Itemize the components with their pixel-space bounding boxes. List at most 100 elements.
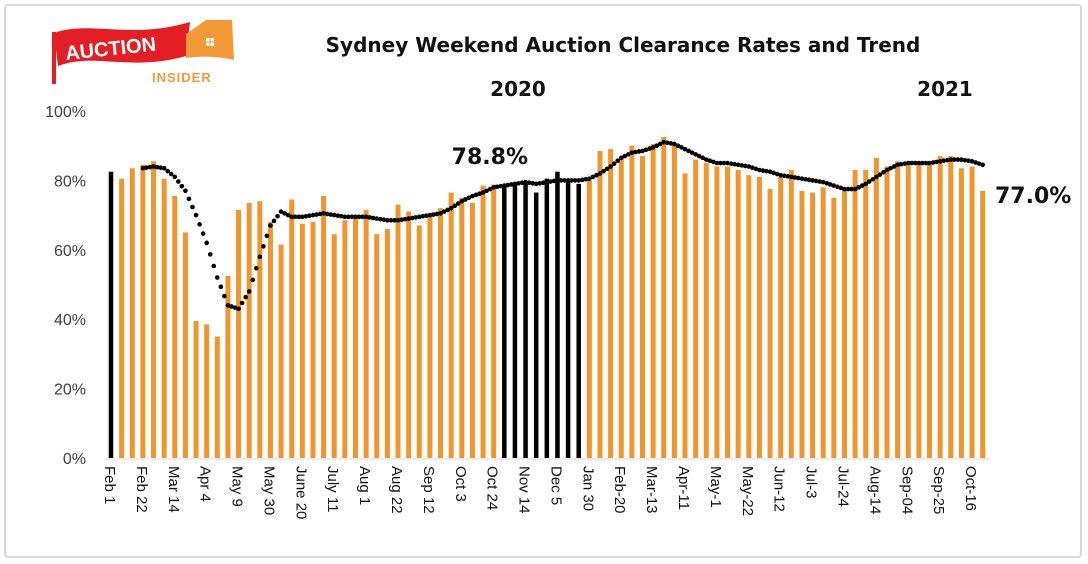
trend-dot	[271, 218, 277, 224]
bar	[820, 187, 826, 458]
trend-dot	[307, 213, 312, 218]
trend-dot	[877, 172, 883, 177]
trend-dot	[558, 178, 564, 183]
trend-dot	[746, 164, 752, 169]
bar	[161, 178, 167, 459]
trend-dot	[523, 179, 528, 185]
trend-dot	[941, 158, 946, 164]
trend-dot	[526, 180, 532, 186]
trend-dot	[569, 178, 574, 183]
trend-dot	[441, 209, 447, 214]
trend-dot	[604, 166, 610, 172]
bar	[374, 234, 380, 458]
trend-dot	[314, 212, 319, 217]
trend-dot	[789, 174, 794, 180]
trend-dot	[377, 216, 383, 222]
trend-dot	[898, 161, 904, 167]
bar	[299, 223, 305, 458]
trend-dot	[385, 218, 390, 223]
bar	[969, 166, 975, 458]
trend-dot	[473, 192, 479, 198]
trend-dot	[197, 222, 202, 227]
trend-dot	[555, 178, 560, 183]
bar	[384, 228, 390, 458]
bar	[597, 150, 603, 458]
trend-dot	[516, 180, 521, 186]
x-tick-label: Jul-3	[803, 466, 820, 499]
trend-dot	[176, 179, 181, 184]
bar	[427, 215, 433, 458]
bar	[756, 176, 762, 458]
bar	[895, 161, 901, 458]
trend-dot	[703, 157, 709, 162]
trend-dot	[257, 254, 263, 260]
x-tick-label: Jan 30	[579, 466, 596, 511]
trend-dot	[282, 211, 287, 216]
trend-dot	[980, 162, 985, 168]
trend-dot	[665, 140, 670, 146]
trend-dot	[448, 205, 454, 211]
bar	[937, 156, 943, 459]
trend-dot	[562, 178, 567, 183]
trend-dot	[799, 176, 805, 181]
trend-dot	[597, 171, 603, 176]
bar	[873, 157, 879, 458]
trend-dot	[253, 266, 259, 271]
trend-dot	[647, 146, 652, 151]
bar	[693, 159, 699, 458]
bar	[438, 208, 444, 458]
trend-dot	[232, 305, 238, 310]
x-tick-label: Nov 14	[516, 466, 533, 514]
trend-dot	[190, 204, 195, 210]
trend-dot	[827, 182, 833, 187]
x-tick-label: May-22	[739, 466, 756, 516]
trend-dot	[813, 178, 819, 184]
trend-dot	[147, 164, 153, 170]
trend-dot	[349, 214, 355, 220]
trend-dot	[424, 213, 429, 218]
x-tick-label: Apr 4	[197, 466, 214, 502]
trend-dot	[891, 164, 897, 169]
trend-dot	[969, 159, 975, 164]
trend-dot	[324, 211, 330, 217]
trend-dot	[236, 306, 241, 312]
trend-dot	[154, 164, 160, 170]
trend-dot	[905, 160, 911, 166]
y-tick-label: 100%	[45, 104, 86, 121]
bar	[746, 175, 752, 458]
bar-highlight	[576, 183, 581, 458]
bar	[491, 184, 497, 458]
trend-dot	[388, 218, 394, 223]
trend-dot	[409, 215, 415, 221]
trend-dot	[721, 160, 727, 166]
x-tick-label: July 11	[324, 466, 341, 512]
trend-dot	[480, 190, 486, 195]
trend-dot	[193, 212, 199, 218]
trend-dot	[239, 300, 245, 306]
bar	[236, 209, 242, 458]
trend-dot	[370, 215, 376, 221]
trend-dot	[792, 175, 798, 180]
trend-dot	[916, 160, 922, 166]
trend-dot	[331, 212, 337, 218]
trend-dot	[952, 157, 957, 162]
trend-dot	[838, 185, 844, 191]
trend-dot	[222, 293, 227, 299]
logo-flagpole	[52, 32, 56, 84]
trend-dot	[874, 174, 879, 180]
trend-dot	[693, 152, 698, 157]
trend-dot	[459, 198, 465, 204]
trend-dot	[431, 212, 436, 217]
trend-dot	[774, 171, 780, 177]
trend-dot	[363, 214, 369, 220]
bar	[395, 204, 401, 458]
trend-dot	[856, 185, 861, 190]
trend-dot	[820, 179, 826, 185]
trend-dot	[367, 215, 372, 220]
trend-dot	[250, 277, 256, 283]
bar	[140, 164, 146, 458]
trend-dot	[618, 155, 624, 161]
trend-dot	[732, 161, 737, 167]
trend-dot	[629, 150, 635, 155]
trend-dot	[966, 158, 971, 164]
